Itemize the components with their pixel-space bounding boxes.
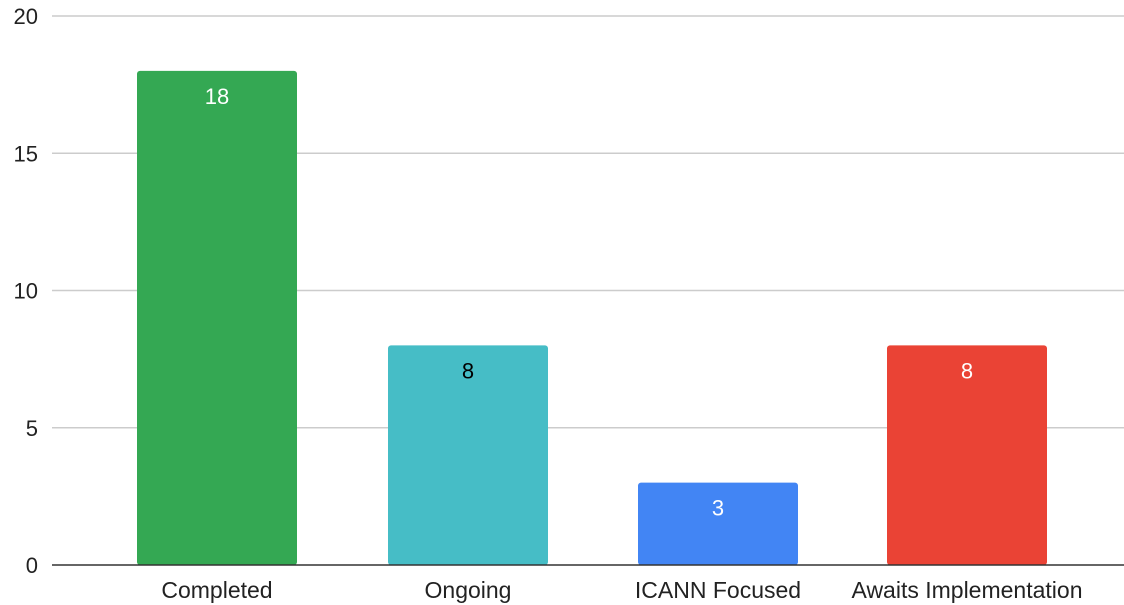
x-category-label: ICANN Focused [635, 577, 801, 603]
x-category-label: Ongoing [425, 577, 512, 603]
y-tick-label: 10 [14, 279, 38, 304]
x-category-label: Completed [161, 577, 272, 603]
data-labels: 18 8 3 8 [205, 84, 973, 521]
y-tick-label: 20 [14, 4, 38, 29]
y-tick-label: 15 [14, 141, 38, 166]
data-label: 3 [712, 496, 724, 521]
bar-completed [137, 70, 297, 566]
data-label: 8 [961, 358, 973, 383]
x-axis-category-labels: Completed Ongoing ICANN Focused Awaits Impl… [161, 577, 1082, 603]
bar-icann-focused [638, 482, 798, 565]
y-tick-label: 0 [26, 553, 38, 578]
data-label: 18 [205, 84, 229, 109]
y-axis-tick-labels: 0 5 10 15 20 [14, 4, 38, 578]
data-label: 8 [462, 358, 474, 383]
bar-ongoing [388, 345, 548, 565]
bar-awaits-implementation [887, 345, 1047, 565]
x-category-label: Awaits Implementation [852, 577, 1083, 603]
y-tick-label: 5 [26, 416, 38, 441]
bars [137, 70, 1047, 566]
